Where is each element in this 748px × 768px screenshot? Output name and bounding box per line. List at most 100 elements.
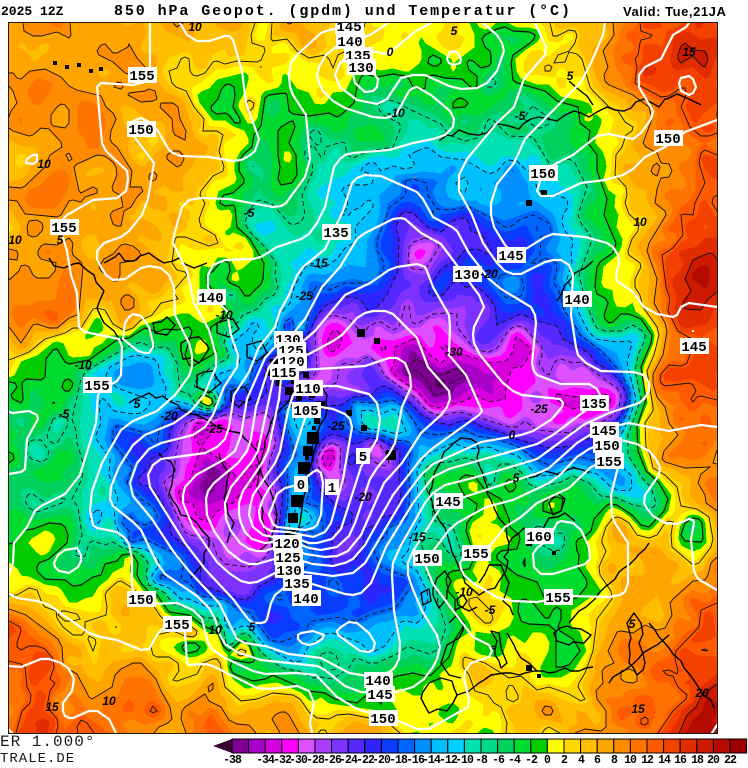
svg-text:12: 12 [641, 754, 654, 766]
svg-text:150: 150 [655, 132, 680, 148]
svg-text:-15: -15 [408, 530, 426, 544]
svg-text:5: 5 [57, 233, 64, 247]
svg-text:-30: -30 [445, 345, 463, 359]
svg-text:145: 145 [336, 22, 361, 36]
svg-text:-10: -10 [387, 106, 405, 120]
svg-text:135: 135 [323, 226, 348, 242]
svg-text:6: 6 [594, 754, 601, 766]
svg-text:135: 135 [581, 397, 606, 413]
svg-text:20: 20 [694, 686, 709, 700]
svg-text:15: 15 [682, 45, 696, 59]
svg-text:145: 145 [681, 340, 706, 356]
svg-text:0: 0 [387, 45, 394, 59]
svg-text:14: 14 [658, 754, 671, 766]
svg-text:130: 130 [454, 268, 479, 284]
svg-text:155: 155 [164, 618, 189, 634]
svg-text:10: 10 [102, 694, 116, 708]
svg-text:155: 155 [51, 221, 76, 237]
svg-text:5: 5 [567, 69, 574, 83]
svg-text:-10: -10 [215, 308, 233, 322]
svg-text:5: 5 [134, 397, 141, 411]
svg-text:-25: -25 [205, 422, 223, 436]
svg-text:-5: -5 [515, 109, 526, 123]
svg-text:0: 0 [297, 478, 305, 494]
svg-text:-25: -25 [295, 289, 313, 303]
svg-text:-10: -10 [455, 754, 474, 766]
svg-text:1: 1 [328, 481, 336, 497]
svg-text:18: 18 [691, 754, 704, 766]
svg-text:110: 110 [295, 382, 320, 398]
svg-text:-5: -5 [59, 407, 70, 421]
svg-text:-32: -32 [273, 754, 292, 766]
svg-text:155: 155 [129, 69, 154, 85]
svg-text:150: 150 [414, 552, 439, 568]
svg-text:22: 22 [724, 754, 737, 766]
svg-text:135: 135 [284, 577, 309, 593]
svg-text:0: 0 [509, 428, 516, 442]
svg-text:105: 105 [293, 404, 318, 420]
svg-text:8: 8 [611, 754, 618, 766]
svg-text:-10: -10 [455, 585, 473, 599]
svg-text:-6: -6 [492, 754, 505, 766]
svg-text:130: 130 [348, 61, 373, 77]
svg-text:150: 150 [128, 123, 153, 139]
svg-text:145: 145 [435, 495, 460, 511]
svg-text:4: 4 [578, 754, 585, 766]
svg-text:140: 140 [198, 291, 223, 307]
svg-text:20: 20 [707, 754, 720, 766]
svg-text:-5: -5 [485, 603, 496, 617]
svg-text:-14: -14 [422, 754, 441, 766]
svg-text:15: 15 [631, 702, 645, 716]
svg-text:5: 5 [451, 24, 458, 38]
svg-text:115: 115 [271, 366, 296, 382]
svg-text:155: 155 [545, 591, 570, 607]
svg-text:-18: -18 [389, 754, 408, 766]
svg-text:-20: -20 [160, 409, 178, 423]
svg-text:150: 150 [128, 593, 153, 609]
svg-text:140: 140 [293, 592, 318, 608]
svg-text:-26: -26 [323, 754, 342, 766]
svg-text:-20: -20 [354, 490, 372, 504]
svg-text:10: 10 [633, 215, 647, 229]
svg-text:150: 150 [594, 439, 619, 455]
svg-text:-15: -15 [310, 256, 328, 270]
svg-text:-20: -20 [372, 754, 391, 766]
svg-text:-16: -16 [406, 754, 425, 766]
svg-text:5: 5 [629, 617, 636, 631]
svg-text:10: 10 [8, 233, 22, 247]
svg-text:150: 150 [370, 712, 395, 728]
svg-text:-2: -2 [525, 754, 538, 766]
svg-text:-4: -4 [508, 754, 521, 766]
svg-text:155: 155 [463, 547, 488, 563]
svg-text:-20: -20 [480, 267, 498, 281]
svg-text:5: 5 [249, 620, 256, 634]
svg-text:-28: -28 [306, 754, 325, 766]
svg-text:-25: -25 [327, 419, 345, 433]
svg-text:10: 10 [188, 22, 202, 34]
svg-text:-12: -12 [439, 754, 458, 766]
svg-text:-5: -5 [244, 206, 255, 220]
svg-text:145: 145 [498, 249, 523, 265]
svg-text:155: 155 [596, 455, 621, 471]
svg-text:-24: -24 [339, 754, 358, 766]
svg-text:140: 140 [564, 293, 589, 309]
svg-text:10: 10 [37, 157, 51, 171]
svg-text:5: 5 [513, 471, 520, 485]
svg-text:10: 10 [208, 623, 222, 637]
svg-text:145: 145 [591, 424, 616, 440]
svg-text:-38: -38 [223, 754, 242, 766]
svg-text:-8: -8 [475, 754, 488, 766]
svg-text:150: 150 [530, 167, 555, 183]
svg-text:2: 2 [561, 754, 568, 766]
svg-text:-25: -25 [530, 402, 548, 416]
svg-text:145: 145 [367, 688, 392, 704]
svg-text:-10: -10 [74, 358, 92, 372]
svg-text:5: 5 [359, 450, 367, 466]
svg-text:160: 160 [526, 530, 551, 546]
svg-text:0: 0 [544, 754, 551, 766]
svg-text:-22: -22 [356, 754, 375, 766]
svg-text:10: 10 [624, 754, 637, 766]
svg-text:15: 15 [45, 700, 59, 714]
svg-text:-34: -34 [256, 754, 275, 766]
svg-text:-30: -30 [289, 754, 308, 766]
